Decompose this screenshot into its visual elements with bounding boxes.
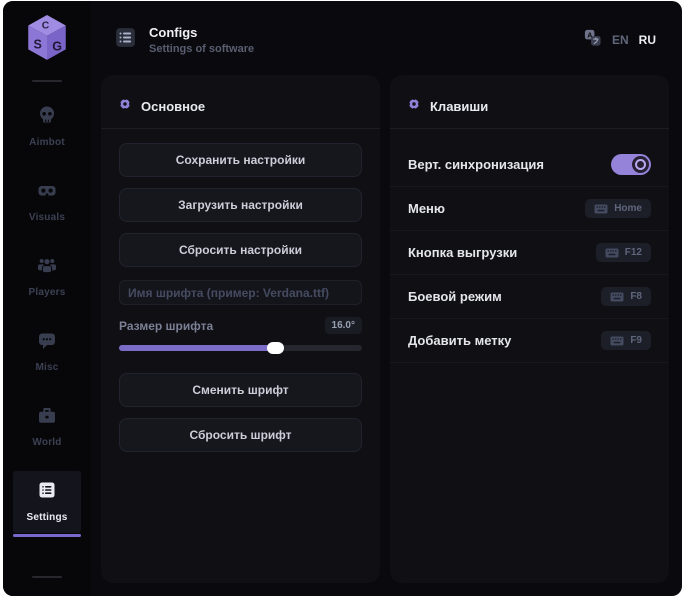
keyboard-icon <box>594 204 608 213</box>
translate-icon[interactable]: A <box>583 28 602 52</box>
keybind-value: F8 <box>630 291 642 302</box>
sidebar-top-divider <box>32 80 62 82</box>
skull-icon <box>37 105 57 130</box>
save-settings-button[interactable]: Сохранить настройки <box>119 143 362 177</box>
gear-icon <box>119 97 131 115</box>
sidebar-item-label: World <box>32 437 62 448</box>
font-name-input[interactable] <box>119 280 362 305</box>
app-logo-icon: C S G <box>24 14 70 69</box>
keybind-value: F12 <box>624 247 642 258</box>
row-menu-key: Меню Home <box>390 187 669 231</box>
row-label: Боевой режим <box>408 289 502 304</box>
keyboard-icon <box>610 336 624 345</box>
reset-settings-button[interactable]: Сбросить настройки <box>119 233 362 267</box>
sidebar-item-players[interactable]: Players <box>13 246 81 308</box>
row-marker-key: Добавить метку F9 <box>390 319 669 363</box>
load-settings-button[interactable]: Загрузить настройки <box>119 188 362 222</box>
svg-text:C: C <box>42 21 50 32</box>
menu-keybind-button[interactable]: Home <box>585 199 651 218</box>
sidebar-item-label: Players <box>28 287 66 298</box>
reset-font-button[interactable]: Сбросить шрифт <box>119 418 362 452</box>
toggle-knob <box>632 156 649 173</box>
vsync-toggle[interactable] <box>611 154 651 175</box>
row-label: Меню <box>408 201 446 216</box>
section-divider <box>101 128 380 129</box>
sidebar-item-visuals[interactable]: Visuals <box>13 171 81 233</box>
lang-ru-button[interactable]: RU <box>638 33 656 47</box>
sidebar-item-misc[interactable]: Misc <box>13 321 81 383</box>
app-window: C S G Aimbot <box>3 1 682 596</box>
font-size-value-badge: 16.0° <box>324 317 362 334</box>
sidebar: C S G Aimbot <box>3 1 91 596</box>
sidebar-item-aimbot[interactable]: Aimbot <box>13 96 81 158</box>
section-divider <box>390 128 669 129</box>
goggles-icon <box>37 180 57 205</box>
unload-keybind-button[interactable]: F12 <box>595 243 651 262</box>
sidebar-item-label: Visuals <box>28 212 66 223</box>
font-size-slider-thumb[interactable] <box>266 342 284 354</box>
settings-list-icon <box>37 480 57 505</box>
sidebar-nav: Aimbot Visuals <box>13 96 81 537</box>
keybind-value: Home <box>614 203 642 214</box>
row-label: Кнопка выгрузки <box>408 245 518 260</box>
keybinds-panel: Клавиши Верт. синхронизация Меню <box>390 75 669 583</box>
players-icon <box>37 255 57 280</box>
row-label: Добавить метку <box>408 333 512 348</box>
font-size-label: Размер шрифта <box>119 318 214 333</box>
keyboard-icon <box>605 248 619 257</box>
change-font-button[interactable]: Сменить шрифт <box>119 373 362 407</box>
lang-en-button[interactable]: EN <box>611 33 629 47</box>
sidebar-item-label: Settings <box>26 512 68 523</box>
page-title: Configs <box>149 25 198 40</box>
main-settings-panel: Основное Сохранить настройки Загрузить н… <box>101 75 380 583</box>
section-title-keys: Клавиши <box>430 98 489 114</box>
sidebar-item-label: Aimbot <box>29 137 65 148</box>
page-subtitle: Settings of software <box>149 43 255 55</box>
row-unload-key: Кнопка выгрузки F12 <box>390 231 669 275</box>
svg-text:G: G <box>52 39 62 53</box>
font-size-slider[interactable] <box>119 342 362 354</box>
row-vsync: Верт. синхронизация <box>390 143 669 187</box>
combat-keybind-button[interactable]: F8 <box>601 287 651 306</box>
chat-icon <box>37 330 57 355</box>
svg-text:S: S <box>33 37 41 51</box>
section-title-main: Основное <box>141 98 206 114</box>
gear-icon <box>408 97 420 115</box>
svg-text:A: A <box>587 32 592 40</box>
sidebar-item-settings[interactable]: Settings <box>13 471 81 537</box>
keyboard-icon <box>610 292 624 301</box>
page-header: Configs Settings of software A EN <box>91 1 682 75</box>
font-size-slider-fill <box>119 342 284 354</box>
row-label: Верт. синхронизация <box>408 157 544 172</box>
main-content: Configs Settings of software A EN <box>91 1 682 596</box>
keybind-value: F9 <box>630 335 642 346</box>
sidebar-item-label: Misc <box>35 362 59 373</box>
marker-keybind-button[interactable]: F9 <box>601 331 651 350</box>
briefcase-icon <box>37 405 57 430</box>
sidebar-item-world[interactable]: World <box>13 396 81 458</box>
row-combat-key: Боевой режим F8 <box>390 275 669 319</box>
sidebar-bottom-divider <box>32 576 62 578</box>
configs-icon <box>113 25 138 55</box>
